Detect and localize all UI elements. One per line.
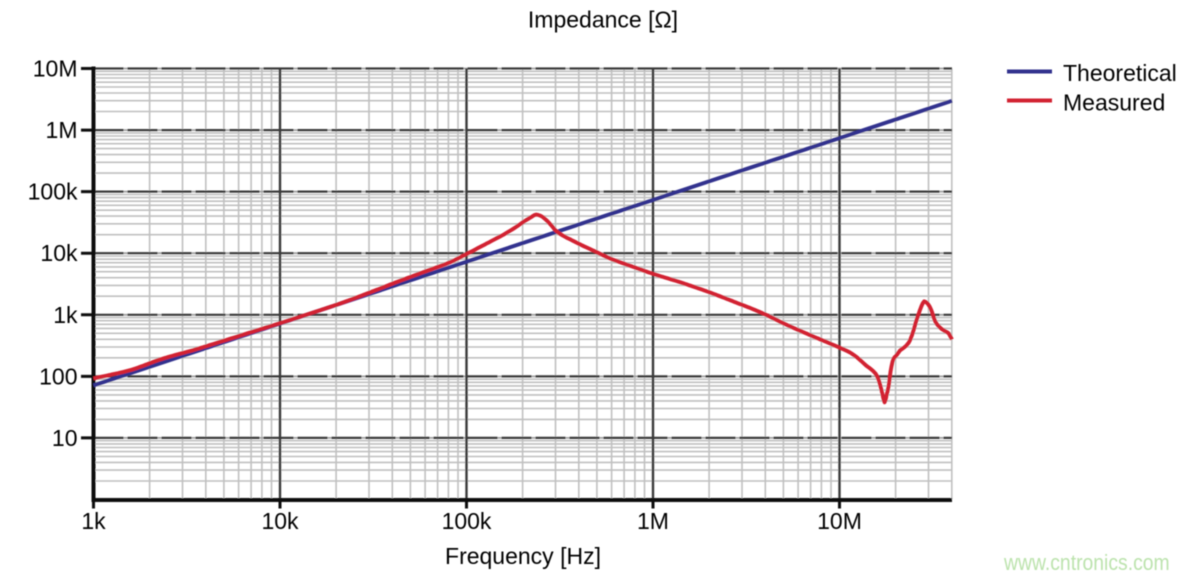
svg-text:100: 100 xyxy=(39,363,77,389)
svg-text:100k: 100k xyxy=(442,508,492,534)
svg-text:1M: 1M xyxy=(637,508,669,534)
svg-text:10M: 10M xyxy=(817,508,862,534)
svg-text:Theoretical: Theoretical xyxy=(1063,60,1177,86)
svg-text:10: 10 xyxy=(52,425,78,451)
svg-text:10M: 10M xyxy=(33,56,78,82)
svg-text:1M: 1M xyxy=(46,117,78,143)
svg-text:Measured: Measured xyxy=(1063,90,1165,116)
svg-text:1k: 1k xyxy=(81,508,106,534)
svg-text:10k: 10k xyxy=(261,508,299,534)
svg-text:10k: 10k xyxy=(40,240,78,266)
svg-text:Impedance [Ω]: Impedance [Ω] xyxy=(528,7,678,33)
svg-text:100k: 100k xyxy=(28,179,78,205)
svg-text:Frequency [Hz]: Frequency [Hz] xyxy=(445,543,601,569)
svg-text:1k: 1k xyxy=(53,302,78,328)
svg-text:www.cntronics.com: www.cntronics.com xyxy=(1003,551,1170,575)
